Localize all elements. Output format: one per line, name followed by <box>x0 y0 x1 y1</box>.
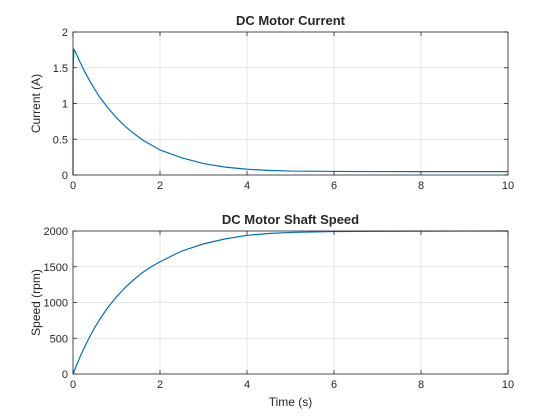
current-chart-title: DC Motor Current <box>236 13 346 28</box>
current-x-tick-label: 2 <box>157 180 163 192</box>
speed-x-tick-label: 2 <box>157 379 163 391</box>
current-plot-panel: 0 2 4 6 8 10 0 0.5 1 1.5 2 DC Motor Current Current … <box>29 13 514 192</box>
speed-y-tick-label: 0 <box>62 369 68 381</box>
current-y-tick-label: 0.5 <box>53 134 68 146</box>
current-y-tick-label: 2 <box>62 27 68 39</box>
speed-chart-title: DC Motor Shaft Speed <box>222 212 359 227</box>
current-x-tick-label: 6 <box>331 180 337 192</box>
current-x-tick-label: 10 <box>502 180 514 192</box>
speed-x-tick-label: 10 <box>502 379 514 391</box>
speed-x-tick-label: 4 <box>244 379 250 391</box>
current-y-tick-label: 1.5 <box>53 63 68 75</box>
current-x-tick-label: 0 <box>70 180 76 192</box>
speed-y-tick-label: 2000 <box>44 226 68 238</box>
speed-y-tick-label: 1000 <box>44 298 68 310</box>
current-x-tick-label: 8 <box>418 180 424 192</box>
speed-x-axis-label: Time (s) <box>269 395 313 409</box>
speed-x-tick-label: 6 <box>331 379 337 391</box>
current-y-tick-label: 0 <box>62 170 68 182</box>
speed-y-tick-label: 1500 <box>44 262 68 274</box>
speed-x-tick-label: 0 <box>70 379 76 391</box>
speed-y-tick-label: 500 <box>50 333 68 345</box>
current-x-tick-label: 4 <box>244 180 250 192</box>
current-y-axis-label: Current (A) <box>29 74 43 133</box>
current-y-tick-label: 1 <box>62 99 68 111</box>
speed-y-axis-label: Speed (rpm) <box>29 269 43 336</box>
speed-plot-panel: 0 2 4 6 8 10 0 500 1000 1500 2000 DC Motor Shaft Sp… <box>29 212 514 409</box>
speed-x-tick-label: 8 <box>418 379 424 391</box>
current-series-line <box>72 48 508 175</box>
